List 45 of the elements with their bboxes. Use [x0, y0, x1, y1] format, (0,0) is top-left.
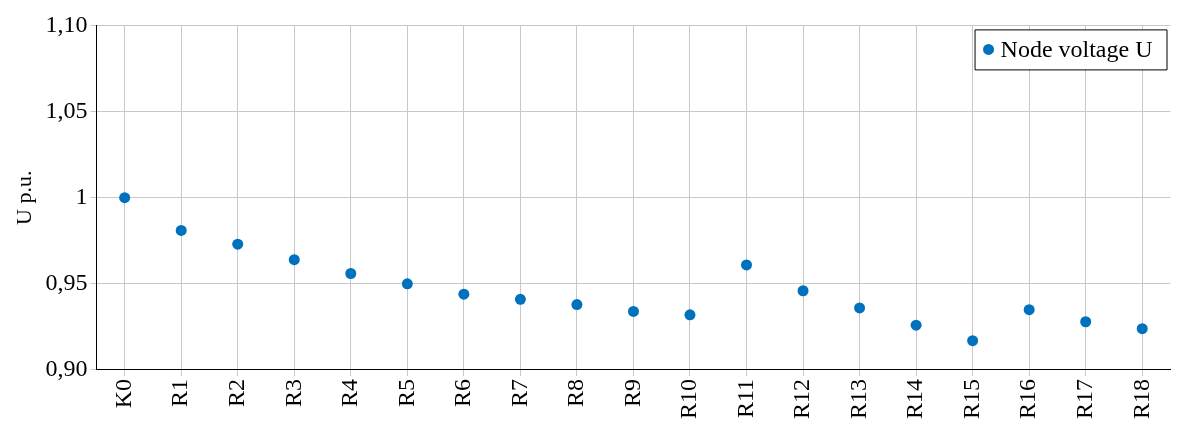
y-tick-label: 0,95	[45, 269, 88, 296]
x-tick-label: R3	[279, 378, 306, 408]
point	[232, 238, 244, 250]
x-tick-label: R9	[618, 378, 645, 408]
point	[514, 293, 526, 305]
x-tick-label: R11	[731, 378, 758, 419]
point	[741, 259, 753, 271]
x-tick-label: R4	[336, 378, 363, 408]
x-tick-label: R5	[392, 378, 419, 408]
x-tick-label: R1	[166, 378, 193, 408]
point	[627, 305, 639, 317]
x-tick-label: R8	[562, 378, 589, 408]
point	[571, 299, 583, 311]
point	[458, 288, 470, 300]
x-tick-label: R13	[844, 378, 871, 420]
point	[684, 309, 696, 321]
point	[175, 224, 187, 236]
point	[967, 335, 979, 347]
point	[1023, 304, 1035, 316]
x-tick-label: R2	[223, 378, 250, 408]
y-tick-label: 1	[75, 182, 88, 209]
x-tick-label: R12	[788, 378, 815, 420]
point	[797, 285, 809, 297]
x-tick-label: R16	[1014, 378, 1041, 420]
y-axis-title: U p.u.	[10, 170, 36, 225]
x-tick-label: R7	[505, 378, 532, 408]
point	[288, 254, 300, 266]
legend-label: Node voltage U	[1000, 35, 1153, 62]
x-tick-label: R10	[675, 378, 702, 420]
x-tick-label: R17	[1071, 378, 1097, 420]
point	[345, 268, 357, 280]
point	[1136, 323, 1148, 335]
point	[854, 302, 866, 314]
point	[1080, 316, 1092, 328]
y-tick-label: 0,90	[45, 355, 88, 382]
x-tick-label: R18	[1127, 378, 1154, 420]
x-tick-label: R14	[901, 378, 928, 420]
x-tick-label: R15	[957, 378, 984, 420]
y-tick-label: 1,05	[45, 96, 88, 123]
y-tick-label: 1,10	[45, 10, 88, 37]
point	[119, 192, 131, 204]
point	[401, 278, 413, 290]
x-tick-label: R6	[449, 378, 476, 408]
point	[910, 319, 922, 331]
x-tick-label: K0	[109, 378, 136, 409]
